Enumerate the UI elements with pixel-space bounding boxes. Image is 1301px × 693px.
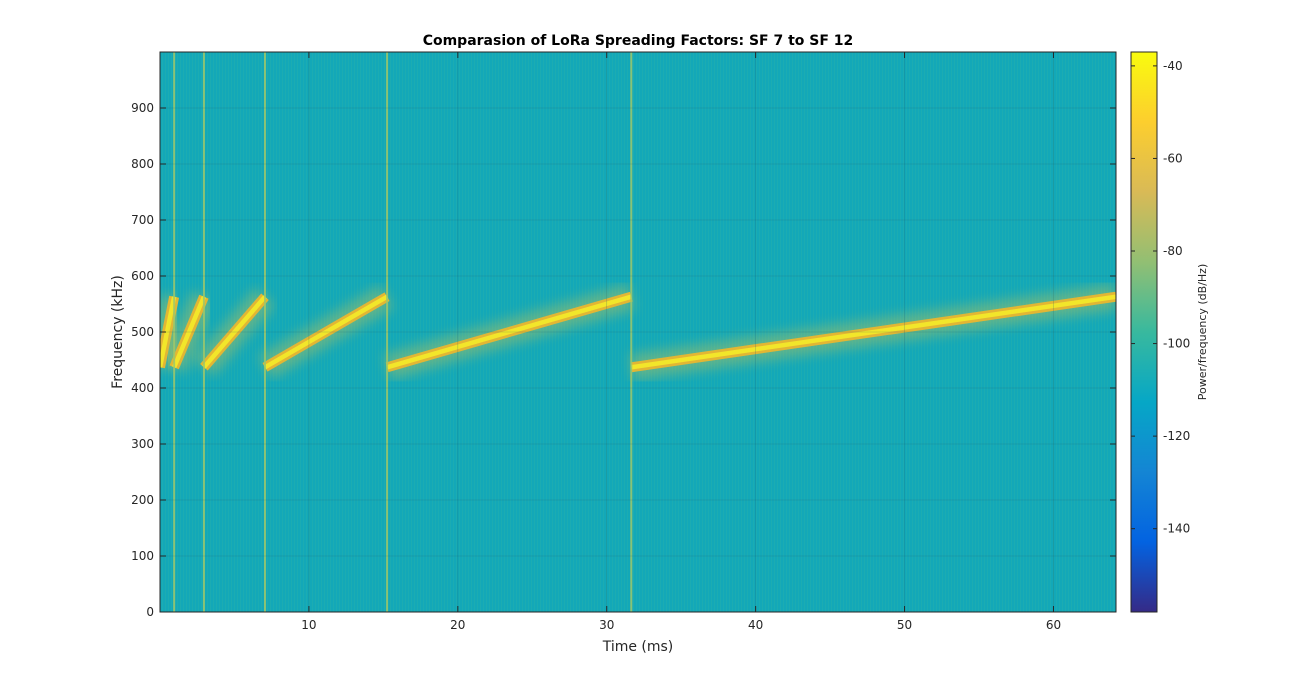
- colorbar-tick-label: -60: [1163, 151, 1183, 165]
- y-tick-label: 400: [131, 381, 154, 395]
- chirp-sf11: [383, 52, 635, 612]
- colorbar-label: Power/frequency (dB/Hz): [1196, 264, 1209, 401]
- chart-title: Comparasion of LoRa Spreading Factors: S…: [423, 33, 854, 49]
- colorbar-tick-label: -140: [1163, 522, 1190, 536]
- x-tick-label: 10: [301, 618, 316, 632]
- x-axis-label: Time (ms): [602, 639, 674, 655]
- y-tick-label: 500: [131, 325, 154, 339]
- y-axis-label: Frequency (kHz): [110, 275, 126, 389]
- y-axis: 0 100 200 300 400 500 600 700 800 900: [131, 101, 1116, 619]
- x-tick-label: 50: [897, 618, 912, 632]
- chirp-sf9: [194, 52, 275, 612]
- chirp-sf7: [160, 294, 187, 370]
- y-tick-label: 700: [131, 213, 154, 227]
- chirp-sf8: [162, 52, 216, 612]
- x-axis: 10 20 30 40 50 60: [301, 52, 1061, 632]
- x-tick-label: 30: [599, 618, 614, 632]
- y-tick-label: 100: [131, 549, 154, 563]
- chirp-sf12: [629, 52, 1116, 612]
- colorbar-tick-label: -80: [1163, 244, 1183, 258]
- y-tick-label: 800: [131, 157, 154, 171]
- y-tick-label: 300: [131, 437, 154, 451]
- x-tick-label: 20: [450, 618, 465, 632]
- y-tick-label: 0: [146, 605, 154, 619]
- colorbar-tick-label: -40: [1163, 59, 1183, 73]
- y-tick-label: 600: [131, 269, 154, 283]
- colorbar-tick-label: -120: [1163, 429, 1190, 443]
- y-tick-label: 200: [131, 493, 154, 507]
- chirp-sf10: [258, 52, 394, 612]
- colorbar-tick-label: -100: [1163, 337, 1190, 351]
- grid: [160, 52, 1116, 613]
- colorbar-gradient: [1130, 51, 1158, 613]
- x-tick-label: 40: [748, 618, 763, 632]
- colorbar: -40 -60 -80 -100 -120 -140: [1130, 51, 1190, 613]
- plot-area: [159, 51, 1117, 613]
- y-tick-label: 900: [131, 101, 154, 115]
- x-tick-label: 60: [1046, 618, 1061, 632]
